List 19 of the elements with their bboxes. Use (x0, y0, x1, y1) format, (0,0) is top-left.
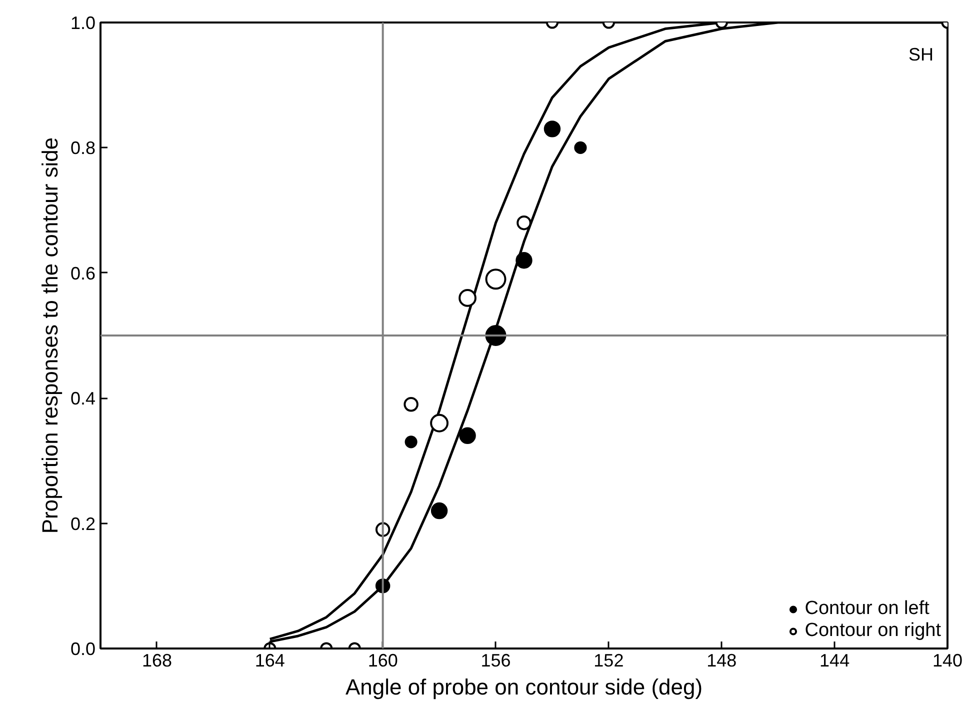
y-tick-label: 0.2 (70, 514, 96, 534)
x-tick-label: 152 (594, 650, 624, 670)
y-tick-label: 0.8 (70, 138, 96, 158)
x-tick-label: 156 (480, 650, 511, 670)
y-tick-label: 1.0 (70, 13, 96, 33)
y-axis-title: Proportion responses to the contour side (37, 137, 62, 534)
legend-label: Contour on left (804, 598, 930, 620)
x-tick-label: 168 (142, 650, 172, 670)
y-tick-label: 0.4 (70, 388, 96, 409)
legend-label: Contour on right (804, 620, 941, 642)
x-tick-label: 144 (820, 650, 850, 670)
x-tick-label: 148 (706, 650, 737, 670)
annotation: SH (908, 44, 934, 64)
x-tick-label: 164 (254, 650, 285, 670)
y-tick-label: 0.0 (70, 639, 96, 659)
x-tick-label: 160 (368, 650, 398, 670)
x-axis-title: Angle of probe on contour side (deg) (345, 674, 703, 700)
y-tick-label: 0.6 (70, 263, 96, 284)
x-tick-label: 140 (932, 650, 963, 670)
